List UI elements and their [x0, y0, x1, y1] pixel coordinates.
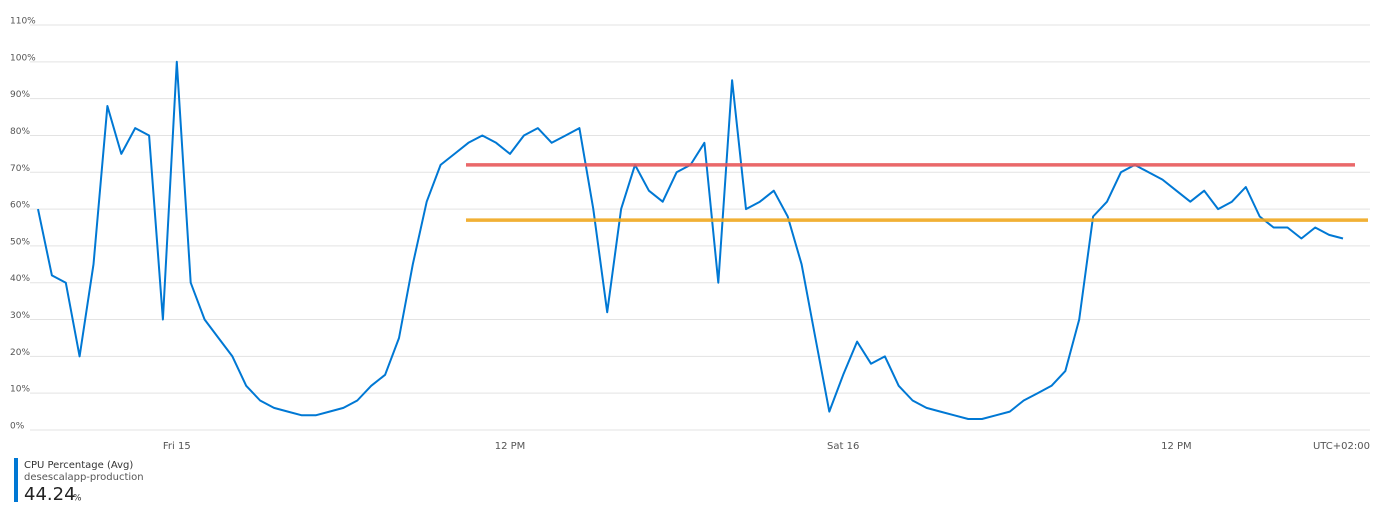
y-tick-label: 10% — [10, 385, 30, 395]
x-tick-label: Fri 15 — [163, 441, 191, 452]
legend-resource: desescalapp-production — [24, 472, 144, 483]
timezone-label: UTC+02:00 — [1313, 441, 1370, 452]
y-tick-label: 60% — [10, 201, 30, 211]
x-tick-label: Sat 16 — [827, 441, 859, 452]
y-tick-label: 30% — [10, 311, 30, 321]
legend-swatch — [14, 458, 18, 502]
y-tick-label: 50% — [10, 237, 30, 247]
y-tick-label: 110% — [10, 17, 36, 27]
legend-unit: % — [73, 494, 82, 504]
legend-summary: 44.24 — [24, 484, 76, 505]
y-tick-label: 0% — [10, 422, 25, 432]
x-tick-label: 12 PM — [495, 441, 526, 452]
y-tick-label: 90% — [10, 90, 30, 100]
y-tick-label: 80% — [10, 127, 30, 137]
legend-name: CPU Percentage (Avg) — [24, 460, 133, 471]
y-tick-label: 20% — [10, 348, 30, 358]
y-tick-label: 100% — [10, 53, 36, 63]
y-tick-label: 40% — [10, 274, 30, 284]
series-line — [37, 60, 1344, 420]
y-tick-label: 70% — [10, 164, 30, 174]
x-tick-label: 12 PM — [1161, 441, 1192, 452]
